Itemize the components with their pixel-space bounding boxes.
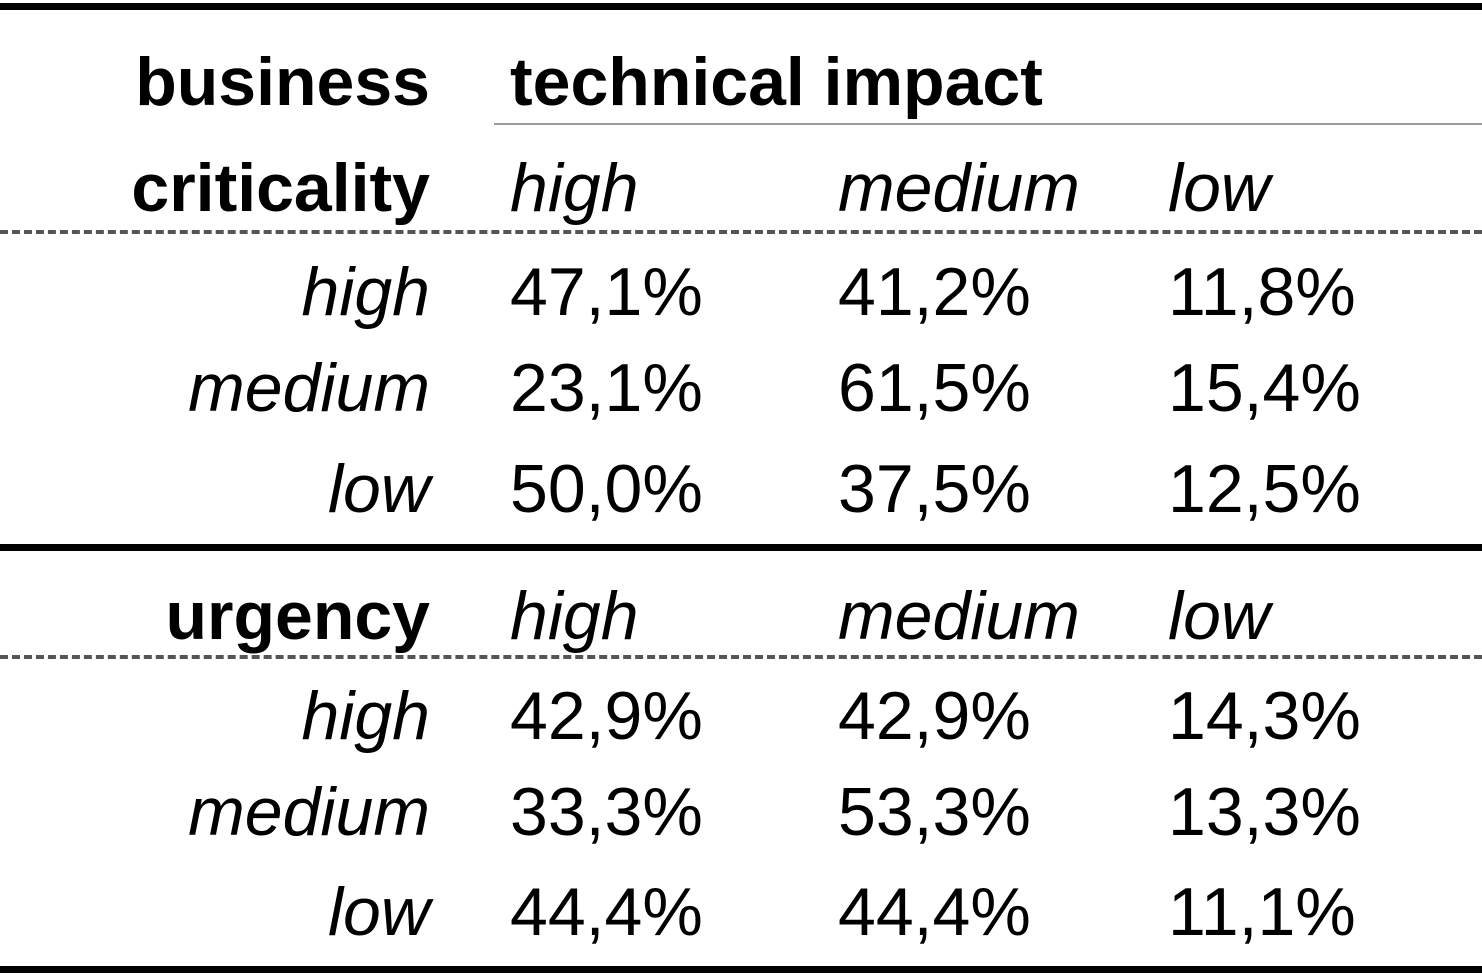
- table-cell: 11,1%: [1168, 874, 1356, 950]
- table-cell: 37,5%: [838, 451, 1031, 527]
- row-header-criticality: criticality: [131, 150, 430, 226]
- table-cell: 14,3%: [1168, 678, 1361, 754]
- row-header-business: business: [135, 44, 430, 120]
- row-label: medium: [188, 774, 430, 850]
- table-cell: 42,9%: [838, 678, 1031, 754]
- table-cell: 47,1%: [510, 254, 703, 330]
- column-group-rule: [494, 123, 1482, 125]
- row-label: low: [327, 874, 430, 950]
- dashed-rule-urgency: [0, 655, 1482, 659]
- table-cell: 53,3%: [838, 774, 1031, 850]
- table-cell: 41,2%: [838, 254, 1031, 330]
- row-label: high: [301, 254, 430, 330]
- table-cell: 11,8%: [1168, 254, 1356, 330]
- column-header-low: low: [1168, 150, 1271, 226]
- column-header-high: high: [510, 578, 639, 654]
- column-group-header: technical impact: [510, 44, 1043, 120]
- table-cell: 12,5%: [1168, 451, 1361, 527]
- table-cell: 13,3%: [1168, 774, 1361, 850]
- table-cell: 61,5%: [838, 350, 1031, 426]
- table-cell: 23,1%: [510, 350, 703, 426]
- mid-rule: [0, 544, 1482, 551]
- column-header-high: high: [510, 150, 639, 226]
- table-cell: 44,4%: [510, 874, 703, 950]
- top-rule: [0, 3, 1482, 10]
- dashed-rule-criticality: [0, 230, 1482, 234]
- row-label: high: [301, 678, 430, 754]
- column-header-low: low: [1168, 578, 1271, 654]
- column-header-medium: medium: [838, 150, 1080, 226]
- column-header-medium: medium: [838, 578, 1080, 654]
- table-cell: 33,3%: [510, 774, 703, 850]
- table-cell: 15,4%: [1168, 350, 1361, 426]
- bottom-rule: [0, 966, 1482, 973]
- row-label: low: [327, 451, 430, 527]
- table-cell: 50,0%: [510, 451, 703, 527]
- table-cell: 44,4%: [838, 874, 1031, 950]
- row-header-urgency: urgency: [165, 578, 430, 654]
- row-label: medium: [188, 350, 430, 426]
- table-cell: 42,9%: [510, 678, 703, 754]
